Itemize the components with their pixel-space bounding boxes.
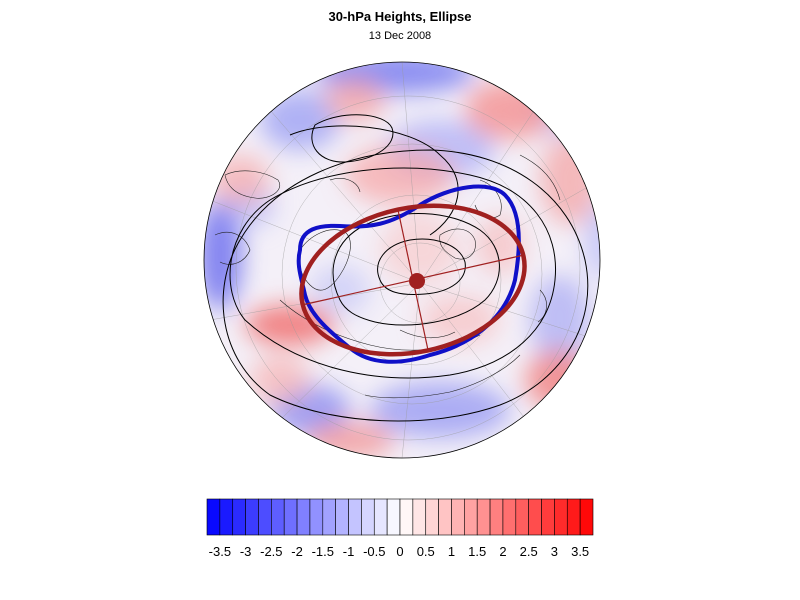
colorbar-tick-label: -3.5 [209,544,231,559]
colorbar-cell [515,498,529,536]
vortex-edge-contour [296,184,521,364]
colorbar-tick-label: -2.5 [260,544,282,559]
colorbar-cell [232,498,246,536]
colorbar-cell [258,498,272,536]
colorbar-tick-label: 1.5 [468,544,486,559]
colorbar-tick-label: 3.5 [571,544,589,559]
colorbar-cell [219,498,234,536]
colorbar-cell [451,498,465,536]
colorbar: -3.5 -3 -2.5 -2 -1.5 -1 -0.5 0 0.5 1 1.5 2 2.5 3 3.5 [206,498,594,559]
colorbar-cells [206,498,594,536]
height-contours [222,114,589,422]
colorbar-cell [412,498,427,536]
colorbar-cell [206,498,221,536]
colorbar-cell [348,498,362,536]
colorbar-cell [425,498,439,536]
colorbar-cell [438,498,452,536]
colorbar-cell [464,498,478,536]
colorbar-cell [566,498,581,536]
colorbar-cell [245,498,259,536]
globe-outline [203,61,601,459]
colorbar-cell [309,498,324,536]
colorbar-cell [489,498,504,536]
polar-map [203,61,601,459]
map-title: 30-hPa Heights, Ellipse [328,9,472,24]
colorbar-tick-label: -3 [240,544,252,559]
colorbar-cell [554,498,568,536]
colorbar-tick-label: -1.5 [312,544,334,559]
colorbar-cell [476,498,491,536]
colorbar-cell [579,498,594,536]
colorbar-cell [335,498,349,536]
colorbar-tick-label: -0.5 [363,544,385,559]
colorbar-tick-label: -2 [291,544,303,559]
colorbar-cell [541,498,555,536]
colorbar-cell [386,498,401,536]
colorbar-tick-label: 2.5 [520,544,538,559]
colorbar-cell [283,498,298,536]
colorbar-tick-label: 0.5 [417,544,435,559]
colorbar-cell [528,498,542,536]
fitted-ellipse [299,203,527,357]
ellipse-center-marker [409,273,425,289]
colorbar-cell [322,498,336,536]
colorbar-cell [361,498,375,536]
colorbar-tick-label: 1 [448,544,455,559]
colorbar-tick-label: 3 [551,544,558,559]
colorbar-cell [399,498,414,536]
colorbar-cell [502,498,517,536]
colorbar-cell [271,498,285,536]
map-date: 13 Dec 2008 [368,30,432,42]
colorbar-tick-labels: -3.5 -3 -2.5 -2 -1.5 -1 -0.5 0 0.5 1 1.5 2 2.5 3 3.5 [209,544,590,559]
colorbar-tick-label: 0 [396,544,403,559]
colorbar-cell [296,498,311,536]
colorbar-tick-label: -1 [343,544,355,559]
colorbar-tick-label: 2 [499,544,506,559]
colorbar-cell [373,498,388,536]
